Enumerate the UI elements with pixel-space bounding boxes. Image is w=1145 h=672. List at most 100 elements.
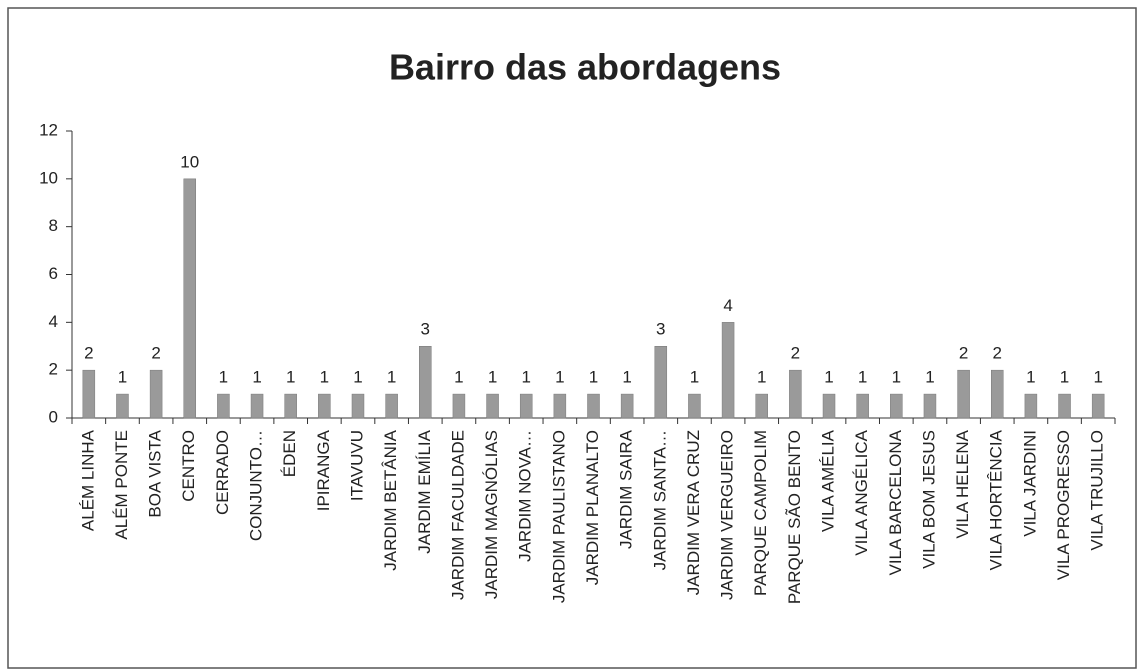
data-label: 1 bbox=[555, 368, 564, 387]
bar bbox=[755, 393, 768, 419]
x-tick-label: VILA TRUJILLO bbox=[1088, 430, 1107, 551]
bar bbox=[789, 369, 802, 419]
data-label: 2 bbox=[151, 344, 160, 363]
y-tick-label: 6 bbox=[49, 264, 58, 283]
data-label: 1 bbox=[858, 368, 867, 387]
data-label: 1 bbox=[757, 368, 766, 387]
x-tick-label: ALÉM LINHA bbox=[78, 429, 97, 531]
data-label: 1 bbox=[118, 368, 127, 387]
data-label: 1 bbox=[824, 368, 833, 387]
bar bbox=[620, 393, 634, 419]
bar bbox=[217, 393, 230, 419]
bar bbox=[822, 393, 836, 419]
data-label: 1 bbox=[320, 368, 329, 387]
data-label: 2 bbox=[959, 344, 968, 363]
bar bbox=[351, 393, 365, 419]
x-tick-label: JARDIM EMÍLIA bbox=[415, 429, 434, 553]
data-label: 3 bbox=[656, 320, 665, 339]
bar bbox=[990, 369, 1004, 419]
bar bbox=[452, 393, 466, 419]
bar bbox=[385, 393, 398, 419]
bar bbox=[419, 346, 432, 419]
x-tick-label: VILA JARDINI bbox=[1020, 430, 1039, 537]
bar bbox=[957, 369, 970, 419]
x-tick-label: JARDIM PLANALTO bbox=[583, 430, 602, 585]
y-tick-label: 2 bbox=[49, 360, 58, 379]
data-label: 1 bbox=[1060, 368, 1069, 387]
data-label: 1 bbox=[219, 368, 228, 387]
data-label: 1 bbox=[353, 368, 362, 387]
x-tick-label: ALÉM PONTE bbox=[112, 430, 131, 540]
x-tick-label: ITAVUVU bbox=[347, 430, 366, 501]
bar bbox=[688, 393, 701, 419]
y-tick-label: 8 bbox=[49, 216, 58, 235]
x-tick-label: JARDIM BETÂNIA bbox=[381, 429, 400, 570]
data-label: 10 bbox=[180, 152, 199, 171]
x-tick-label: JARDIM SAIRA bbox=[617, 429, 636, 549]
bar bbox=[486, 393, 499, 419]
data-label: 1 bbox=[387, 368, 396, 387]
x-tick-label: VILA ANGÉLICA bbox=[852, 429, 871, 555]
x-tick-label: JARDIM FACULDADE bbox=[448, 430, 467, 600]
y-tick-label: 12 bbox=[39, 120, 58, 139]
chart-title: Bairro das abordagens bbox=[389, 47, 781, 88]
x-tick-label: JARDIM PAULISTANO bbox=[549, 430, 568, 603]
data-label: 1 bbox=[252, 368, 261, 387]
bar bbox=[82, 369, 96, 419]
data-label: 4 bbox=[723, 296, 732, 315]
x-tick-label: VILA BOM JESUS bbox=[919, 430, 938, 569]
data-label: 1 bbox=[925, 368, 934, 387]
bar bbox=[587, 393, 600, 419]
x-tick-label: PARQUE SÃO BENTO bbox=[785, 430, 804, 604]
data-label: 1 bbox=[286, 368, 295, 387]
bar bbox=[856, 393, 869, 419]
data-label: 1 bbox=[892, 368, 901, 387]
x-tick-label: CERRADO bbox=[213, 430, 232, 515]
bar bbox=[284, 393, 297, 419]
bar bbox=[1091, 393, 1105, 419]
x-tick-label: ÉDEN bbox=[280, 430, 299, 477]
chart-frame bbox=[7, 7, 1137, 669]
data-label: 3 bbox=[421, 320, 430, 339]
x-tick-label: CENTRO bbox=[179, 430, 198, 502]
bar bbox=[250, 393, 264, 419]
x-tick-label: JARDIM MAGNÓLIAS bbox=[482, 430, 501, 599]
x-tick-label: JARDIM NOVA… bbox=[516, 430, 535, 562]
data-label: 1 bbox=[454, 368, 463, 387]
bar bbox=[149, 369, 163, 419]
x-tick-label: JARDIM VERGUEIRO bbox=[718, 430, 737, 600]
bar bbox=[318, 393, 331, 419]
x-tick-label: IPIRANGA bbox=[314, 429, 333, 511]
x-tick-label: JARDIM SANTA… bbox=[650, 430, 669, 570]
bar bbox=[519, 393, 533, 419]
x-tick-label: VILA HELENA bbox=[953, 429, 972, 538]
bar bbox=[1058, 393, 1071, 419]
bar bbox=[553, 393, 567, 419]
x-tick-label: VILA HORTÊNCIA bbox=[987, 429, 1006, 570]
x-tick-label: VILA AMÉLIA bbox=[819, 429, 838, 532]
y-tick-label: 4 bbox=[49, 312, 58, 331]
data-label: 1 bbox=[690, 368, 699, 387]
x-tick-label: JARDIM VERA CRUZ bbox=[684, 430, 703, 595]
data-label: 1 bbox=[589, 368, 598, 387]
bar bbox=[116, 393, 129, 419]
data-label: 1 bbox=[1093, 368, 1102, 387]
bar bbox=[183, 178, 197, 419]
data-label: 1 bbox=[1026, 368, 1035, 387]
x-tick-label: BOA VISTA bbox=[146, 429, 165, 517]
x-tick-label: PARQUE CAMPOLIM bbox=[751, 430, 770, 596]
bar bbox=[654, 346, 668, 419]
x-tick-label: VILA BARCELONA bbox=[886, 429, 905, 575]
bar bbox=[923, 393, 937, 419]
y-tick-label: 0 bbox=[49, 407, 58, 426]
data-label: 1 bbox=[488, 368, 497, 387]
data-label: 2 bbox=[791, 344, 800, 363]
data-label: 1 bbox=[521, 368, 530, 387]
y-tick-label: 10 bbox=[39, 168, 58, 187]
bar bbox=[721, 322, 735, 419]
bar bbox=[890, 393, 903, 419]
x-tick-label: CONJUNTO… bbox=[247, 430, 266, 541]
data-label: 2 bbox=[993, 344, 1002, 363]
